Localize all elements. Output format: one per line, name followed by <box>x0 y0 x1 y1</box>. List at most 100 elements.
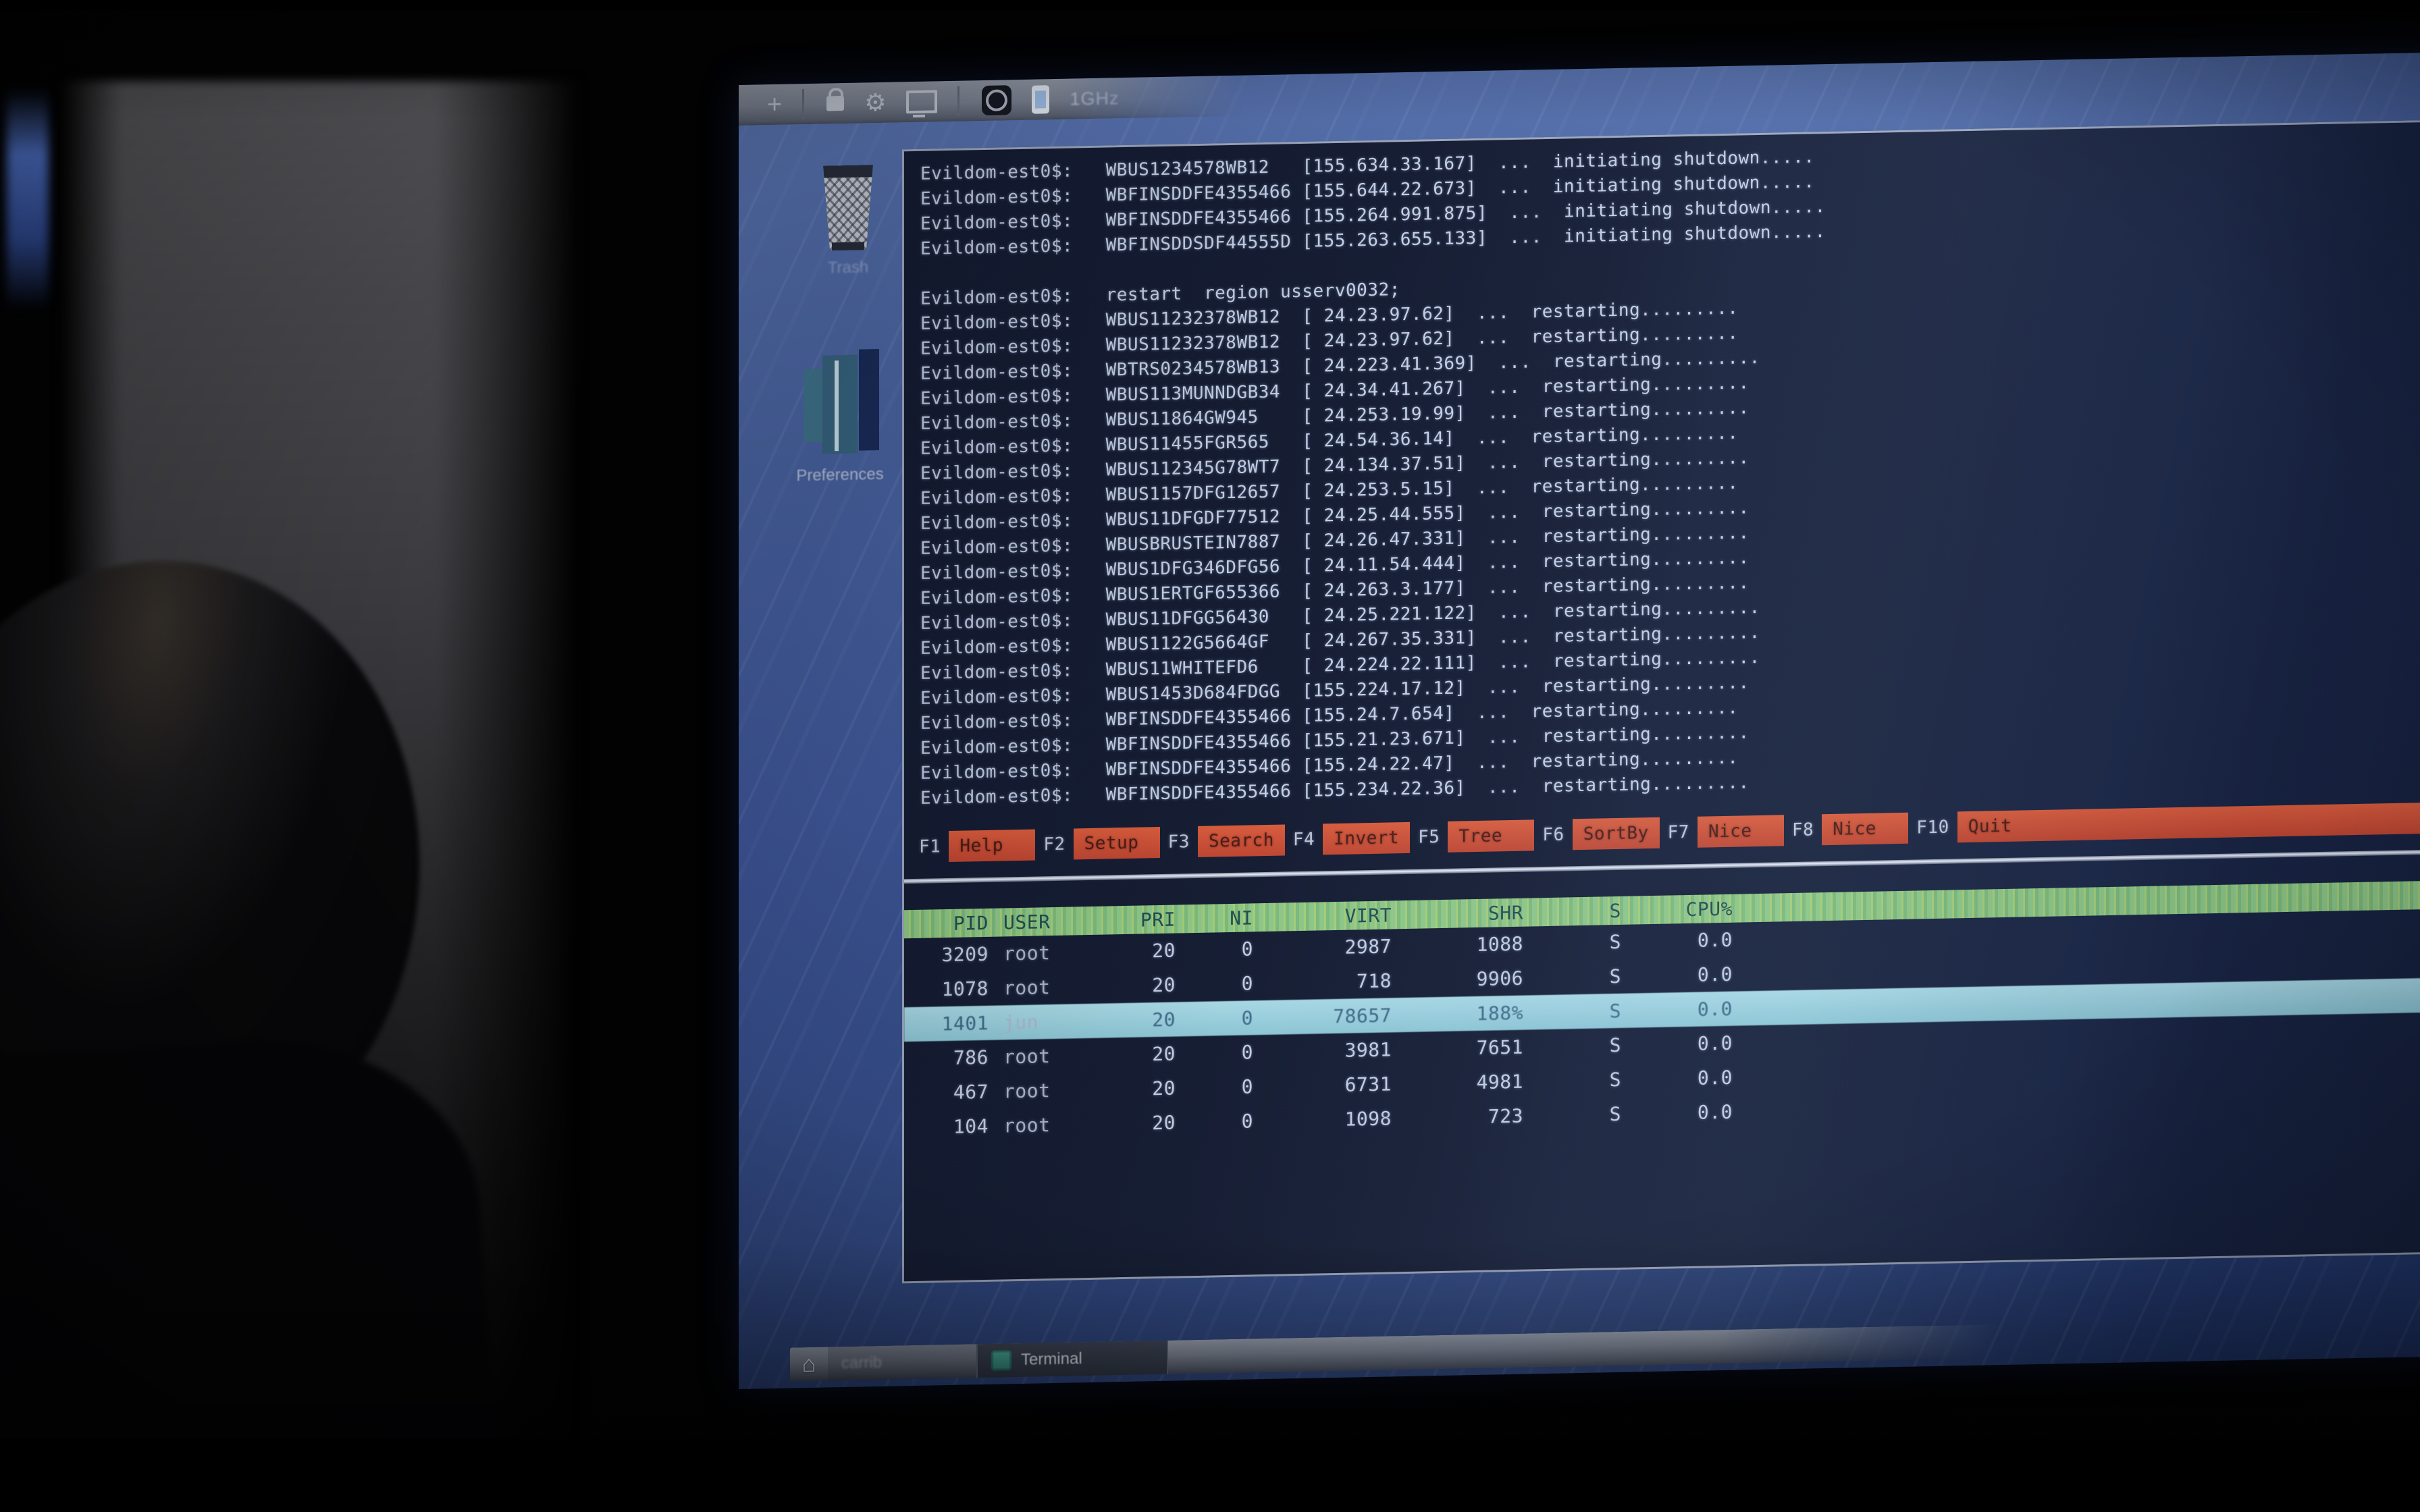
cell-cpu: 0.0 <box>1697 997 1733 1021</box>
fkey-label: Nice <box>1697 815 1784 848</box>
taskbar-item-files[interactable]: carrib <box>828 1344 976 1381</box>
fkey-label: Search <box>1197 824 1285 857</box>
phone-icon[interactable] <box>1032 85 1050 114</box>
cell-cpu: 0.0 <box>1697 963 1733 986</box>
cell-user: root <box>1003 1045 1051 1069</box>
fkey-label: SortBy <box>1572 817 1660 850</box>
cell-s: S <box>1609 965 1621 988</box>
fkey-number: F5 <box>1418 827 1440 848</box>
fkey-label: Quit <box>1957 809 2044 843</box>
letterbox-top <box>0 0 2420 11</box>
fkey-f7-nice[interactable]: F7 Nice <box>1660 815 1784 848</box>
fkey-f2-setup[interactable]: F2 Setup <box>1035 827 1160 861</box>
fkey-f8-nice[interactable]: F8 Nice <box>1784 812 1909 846</box>
shell-prompt: Evildom-est0$: <box>920 310 1074 334</box>
shell-prompt: Evildom-est0$: <box>920 385 1074 409</box>
shell-prompt: Evildom-est0$: <box>920 610 1074 634</box>
fkey-number: F4 <box>1292 829 1315 850</box>
cell-shr: 7651 <box>1476 1035 1523 1060</box>
column-header-shr: SHR <box>1488 901 1523 925</box>
cell-pid: 3209 <box>941 942 989 967</box>
column-header-pri: PRI <box>1140 908 1176 932</box>
shell-prompt: Evildom-est0$: <box>920 635 1074 659</box>
fkey-number: F8 <box>1791 819 1814 841</box>
terminal-window: Evildom-est0$: WBUS1234578WB12 [155.634.… <box>902 117 2420 1284</box>
cell-user: root <box>1003 976 1051 1000</box>
cell-pid: 467 <box>953 1080 989 1104</box>
process-table-body: 3209 root 20 0 2987 1088 S 0.0 1078 root 20 0 718 990… <box>904 907 2420 1145</box>
shell-prompt: Evildom-est0$: <box>920 360 1074 384</box>
cell-s: S <box>1609 1102 1621 1126</box>
home-icon[interactable]: ⌂ <box>801 1351 816 1377</box>
cell-pri: 20 <box>1152 939 1176 963</box>
cell-shr: 188% <box>1476 1001 1523 1025</box>
cell-s: S <box>1609 999 1621 1023</box>
display-icon[interactable] <box>906 90 938 114</box>
cell-virt: 78657 <box>1333 1004 1392 1028</box>
cell-cpu: 0.0 <box>1697 928 1733 952</box>
cell-s: S <box>1609 1068 1621 1091</box>
taskbar-item-label: Terminal <box>1021 1349 1082 1369</box>
taskbar-item-terminal[interactable]: Terminal <box>976 1340 1168 1378</box>
shell-prompt: Evildom-est0$: <box>920 485 1074 509</box>
fkey-label: Nice <box>1822 812 1909 846</box>
cell-cpu: 0.0 <box>1697 1031 1733 1055</box>
cell-cpu: 0.0 <box>1697 1100 1733 1124</box>
cell-pid: 786 <box>953 1046 989 1069</box>
cell-user: root <box>1003 1114 1051 1137</box>
fkey-f3-search[interactable]: F3 Search <box>1160 824 1285 858</box>
fkey-f4-invert[interactable]: F4 Invert <box>1285 821 1411 856</box>
desktop-icon-label: Preferences <box>796 464 884 485</box>
cell-virt: 2987 <box>1344 935 1392 959</box>
shell-prompt: Evildom-est0$: <box>920 211 1074 234</box>
cell-virt: 6731 <box>1344 1073 1392 1096</box>
cell-virt: 1098 <box>1344 1107 1392 1131</box>
column-header-ni: NI <box>1230 906 1253 929</box>
panel-divider <box>957 86 962 116</box>
fkey-label: Setup <box>1073 827 1160 860</box>
panel-divider <box>802 89 807 119</box>
cell-ni: 0 <box>1241 1110 1253 1133</box>
cell-s: S <box>1609 1033 1621 1057</box>
fkey-number: F1 <box>919 836 941 857</box>
cell-pri: 20 <box>1152 1008 1176 1031</box>
cell-pri: 20 <box>1152 1111 1176 1135</box>
cell-shr: 723 <box>1488 1104 1523 1128</box>
fkey-label: Tree <box>1448 819 1535 853</box>
desktop-icon-trash[interactable]: Trash <box>794 164 902 278</box>
cell-pid: 104 <box>953 1114 989 1138</box>
shell-prompt: Evildom-est0$: <box>920 435 1074 459</box>
fkey-label: Invert <box>1323 821 1411 855</box>
shell-prompt: Evildom-est0$: <box>920 460 1074 484</box>
lock-icon[interactable] <box>826 96 845 111</box>
preferences-icon <box>799 349 880 458</box>
cell-pri: 20 <box>1152 973 1176 997</box>
shell-prompt: Evildom-est0$: <box>920 236 1074 259</box>
badge-icon[interactable] <box>982 85 1012 116</box>
cell-cpu: 0.0 <box>1697 1066 1733 1089</box>
terminal-log: Evildom-est0$: WBUS1234578WB12 [155.634.… <box>920 131 2420 811</box>
shell-prompt: Evildom-est0$: <box>920 535 1074 559</box>
cell-s: S <box>1609 930 1621 954</box>
htop-function-bar: F1 Help F2 Setup F3 Search F4 Invert F5 Tree F6 Sor… <box>904 801 2420 863</box>
shell-prompt: Evildom-est0$: <box>920 760 1074 784</box>
gear-icon[interactable]: ⚙ <box>864 88 887 117</box>
process-table: PID USER PRI NI VIRT SHR S CPU% 3209 root 20 0 2987… <box>904 878 2420 1145</box>
cell-ni: 0 <box>1241 1041 1253 1064</box>
terminal-icon <box>991 1350 1011 1371</box>
fkey-f1-help[interactable]: F1 Help <box>911 829 1036 863</box>
monitor-screen: + ⚙ 1GHz Trash Preferences Evildom-est0$… <box>739 51 2420 1389</box>
column-header-pid: PID <box>953 911 989 935</box>
cell-user: root <box>1003 942 1051 965</box>
desktop-icon-preferences[interactable]: Preferences <box>786 349 894 486</box>
plus-icon[interactable]: + <box>767 90 783 119</box>
cell-shr: 9906 <box>1476 967 1523 991</box>
shell-prompt: Evildom-est0$: <box>920 410 1074 434</box>
shell-prompt: Evildom-est0$: <box>920 685 1074 709</box>
fkey-f6-sortby[interactable]: F6 SortBy <box>1534 817 1660 851</box>
cell-virt: 718 <box>1356 969 1392 993</box>
fkey-f5-tree[interactable]: F5 Tree <box>1410 819 1535 853</box>
fkey-f10-quit[interactable]: F10 Quit <box>1908 809 2044 844</box>
fkey-number: F2 <box>1043 834 1066 855</box>
